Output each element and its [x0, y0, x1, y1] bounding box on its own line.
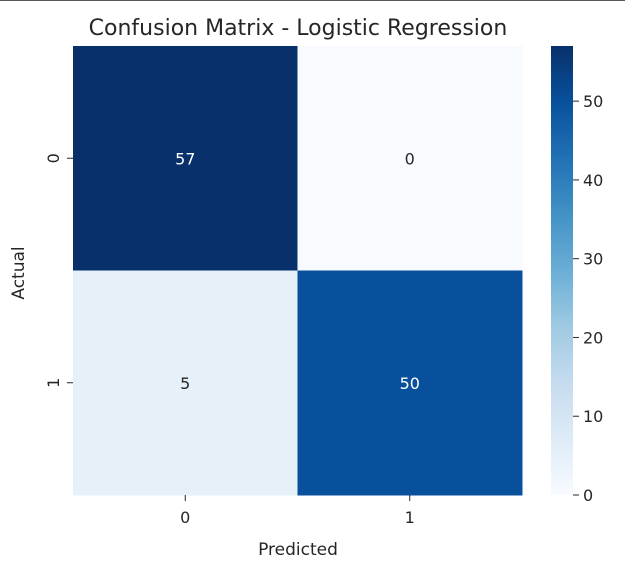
x-tick-label-0: 0 — [180, 508, 190, 527]
y-tick-label-1: 1 — [44, 378, 63, 388]
heatmap-cell-r1-c0 — [73, 270, 298, 496]
colorbar-tick-label-0: 0 — [583, 486, 593, 505]
colorbar — [551, 46, 573, 495]
y-axis-label: Actual — [9, 246, 29, 299]
x-axis-label: Predicted — [258, 540, 338, 560]
cell-value-r1-c1: 50 — [400, 374, 420, 393]
cell-labels: 57 0 5 50 — [175, 149, 420, 393]
heatmap-cell-r1-c1 — [297, 270, 523, 496]
colorbar-ticks: 0 10 20 30 40 50 — [573, 92, 603, 505]
y-tick-label-0: 0 — [44, 153, 63, 163]
heatmap-cell-r0-c1 — [297, 46, 523, 271]
colorbar-tick-label-10: 10 — [583, 407, 603, 426]
cell-value-r0-c1: 0 — [405, 149, 415, 168]
cell-value-r1-c0: 5 — [180, 374, 190, 393]
top-border-line — [0, 0, 625, 1]
x-tick-label-1: 1 — [405, 508, 415, 527]
colorbar-tick-label-40: 40 — [583, 171, 603, 190]
colorbar-tick-label-20: 20 — [583, 328, 603, 347]
heatmap-cells — [73, 46, 523, 496]
heatmap-cell-r0-c0 — [73, 46, 298, 271]
cell-value-r0-c0: 57 — [175, 149, 195, 168]
chart-title: Confusion Matrix - Logistic Regression — [89, 16, 508, 41]
colorbar-tick-label-30: 30 — [583, 250, 603, 269]
colorbar-tick-label-50: 50 — [583, 92, 603, 111]
y-axis-ticks: 01 — [44, 153, 73, 388]
